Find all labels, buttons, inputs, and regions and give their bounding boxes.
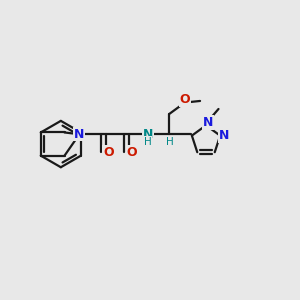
Text: H: H [166, 137, 174, 147]
Text: H: H [144, 137, 152, 147]
Text: N: N [142, 128, 153, 141]
Text: N: N [202, 116, 213, 129]
Text: O: O [126, 146, 137, 159]
Text: N: N [74, 128, 85, 141]
Text: N: N [218, 129, 229, 142]
Text: O: O [179, 93, 190, 106]
Text: O: O [103, 146, 114, 159]
